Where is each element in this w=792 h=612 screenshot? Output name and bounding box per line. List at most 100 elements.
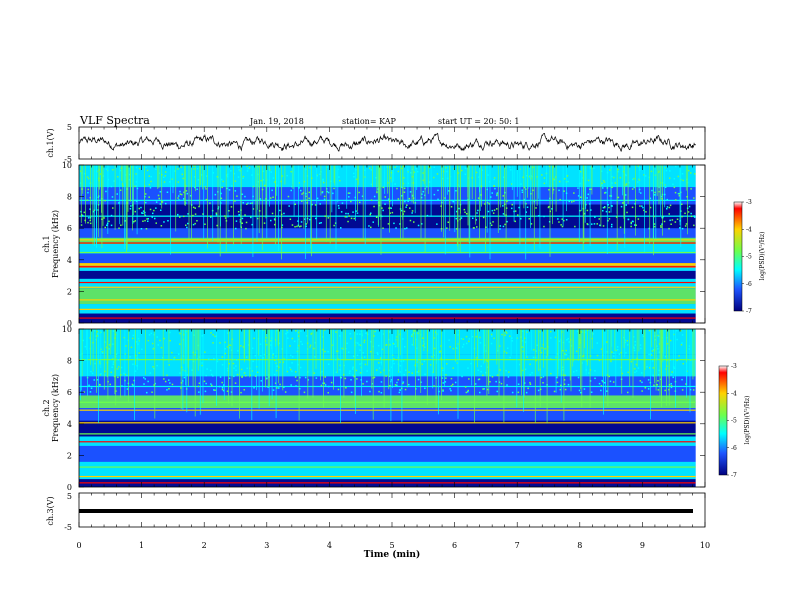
spectrogram-speckle bbox=[641, 372, 643, 374]
spectrogram-speckle bbox=[205, 382, 207, 385]
spectrogram-speckle bbox=[216, 176, 219, 178]
sferic-streak bbox=[457, 165, 459, 252]
spectrogram-speckle bbox=[445, 374, 447, 376]
spectrogram-speckle bbox=[652, 367, 655, 369]
spectrogram-speckle bbox=[488, 203, 490, 205]
spectrogram-speckle bbox=[108, 220, 110, 223]
spectrogram-speckle bbox=[289, 366, 291, 369]
spectrogram-speckle bbox=[117, 359, 119, 361]
spectrogram-speckle bbox=[148, 175, 150, 177]
header-start: start UT = 20: 50: 1 bbox=[438, 117, 519, 126]
spectrogram-speckle bbox=[402, 182, 405, 185]
spectrogram-speckle bbox=[509, 356, 511, 359]
spectrogram-speckle bbox=[640, 192, 642, 194]
spectrogram-speckle bbox=[563, 379, 566, 381]
spectrogram-speckle bbox=[112, 361, 115, 363]
spectrogram-line bbox=[79, 281, 696, 284]
spectrogram-speckle bbox=[298, 182, 300, 184]
spectrogram-speckle bbox=[608, 218, 611, 220]
sferic-streak bbox=[255, 165, 257, 218]
sferic-streak bbox=[271, 329, 273, 400]
spectrogram-speckle bbox=[256, 371, 259, 374]
sferic-streak bbox=[615, 329, 617, 387]
sferic-streak bbox=[589, 329, 591, 408]
spectrogram-speckle bbox=[442, 369, 444, 372]
spectrogram-speckle bbox=[637, 165, 640, 167]
sferic-streak bbox=[138, 329, 140, 351]
spectrogram-speckle bbox=[156, 336, 158, 338]
sferic-streak bbox=[239, 329, 240, 419]
spectrogram-speckle bbox=[374, 330, 376, 333]
spectrogram-speckle bbox=[213, 389, 215, 391]
spectrogram-speckle bbox=[290, 368, 292, 371]
sferic-streak bbox=[170, 165, 171, 255]
spectrogram-speckle bbox=[618, 353, 621, 355]
spectrogram-speckle bbox=[587, 193, 589, 196]
spectrogram-speckle bbox=[355, 168, 357, 171]
sferic-streak bbox=[333, 165, 335, 183]
sferic-streak bbox=[658, 165, 660, 205]
spectrogram-speckle bbox=[567, 357, 569, 360]
sferic-streak bbox=[675, 329, 676, 408]
spectrogram-speckle bbox=[216, 360, 219, 363]
spectrogram-speckle bbox=[88, 384, 90, 387]
sferic-streak bbox=[467, 165, 469, 198]
spectrogram-speckle bbox=[402, 382, 404, 385]
spectrogram-speckle bbox=[333, 187, 335, 190]
spectrogram-speckle bbox=[422, 172, 424, 174]
sferic-streak bbox=[423, 329, 425, 351]
spectrogram-speckle bbox=[150, 180, 152, 183]
spectrogram-speckle bbox=[299, 366, 302, 369]
sferic-streak bbox=[127, 165, 129, 212]
sferic-streak bbox=[207, 165, 208, 249]
spectrogram-speckle bbox=[210, 332, 212, 334]
spectrogram-speckle bbox=[598, 359, 601, 362]
spectrogram-speckle bbox=[493, 177, 496, 179]
ch2-spec-ylabel2: Frequency (kHz) bbox=[51, 374, 60, 442]
sferic-streak bbox=[486, 329, 488, 396]
spectrogram-speckle bbox=[395, 227, 397, 229]
spectrogram-speckle bbox=[221, 356, 224, 358]
sferic-streak bbox=[406, 329, 408, 388]
spectrogram-speckle bbox=[138, 352, 140, 354]
spectrogram-speckle bbox=[132, 363, 134, 366]
spectrogram-speckle bbox=[633, 347, 635, 349]
spectrogram-speckle bbox=[602, 206, 605, 209]
spectrogram-speckle bbox=[309, 167, 311, 169]
spectrogram-speckle bbox=[369, 167, 371, 169]
spectrogram-speckle bbox=[508, 371, 510, 373]
spectrogram-speckle bbox=[518, 363, 521, 366]
spectrogram-speckle bbox=[116, 368, 119, 370]
spectrogram-speckle bbox=[539, 388, 542, 391]
spectrogram-speckle bbox=[611, 205, 613, 207]
spectrogram-speckle bbox=[271, 356, 274, 359]
spectrogram-speckle bbox=[562, 341, 565, 344]
spectrogram-speckle bbox=[237, 176, 240, 178]
sferic-streak bbox=[278, 329, 280, 384]
sferic-streak bbox=[455, 329, 456, 362]
spectrogram-speckle bbox=[496, 208, 498, 210]
spectrogram-speckle bbox=[611, 175, 613, 178]
spectrogram-speckle bbox=[411, 210, 414, 212]
spectrogram-speckle bbox=[273, 373, 276, 376]
spectrogram-speckle bbox=[84, 219, 86, 222]
sferic-streak bbox=[98, 329, 99, 423]
sferic-streak bbox=[87, 329, 88, 396]
spectrogram-speckle bbox=[135, 341, 138, 343]
spectrogram-speckle bbox=[100, 331, 102, 333]
spectrogram-line bbox=[79, 239, 696, 241]
spectrogram-speckle bbox=[656, 358, 658, 360]
sferic-streak bbox=[538, 329, 539, 372]
spectrogram-speckle bbox=[548, 205, 550, 208]
sferic-streak bbox=[119, 165, 121, 225]
spectrogram-speckle bbox=[147, 339, 150, 342]
spectrogram-speckle bbox=[670, 385, 673, 387]
spectrogram-speckle bbox=[411, 372, 413, 374]
spectrogram-speckle bbox=[239, 170, 241, 172]
spectrogram-speckle bbox=[143, 376, 145, 379]
spectrogram-speckle bbox=[485, 350, 487, 352]
spectrogram-speckle bbox=[160, 346, 163, 349]
spectrogram-speckle bbox=[198, 356, 201, 358]
spectrogram-speckle bbox=[506, 384, 508, 386]
spectrogram-speckle bbox=[438, 351, 441, 353]
